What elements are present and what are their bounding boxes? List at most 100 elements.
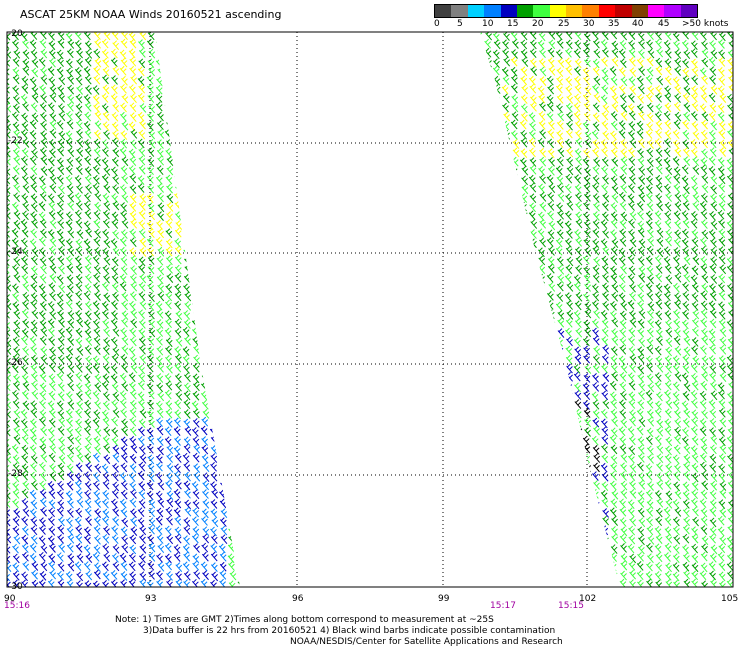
wind-barb: [700, 444, 708, 455]
wind-barb: [76, 317, 84, 328]
wind-barb: [228, 489, 236, 500]
wind-barb: [592, 525, 600, 536]
wind-barb: [13, 192, 20, 203]
wind-barb: [175, 85, 183, 96]
wind-barb: [637, 256, 645, 266]
wind-barb: [582, 67, 590, 77]
wind-barb: [20, 335, 28, 346]
wind-barb: [718, 201, 726, 211]
wind-barb: [512, 507, 520, 518]
wind-barb: [20, 418, 28, 429]
wind-barb: [85, 49, 93, 59]
wind-barb: [94, 426, 102, 437]
wind-barb: [229, 94, 236, 104]
wind-barb: [719, 580, 726, 587]
wind-barb: [74, 435, 82, 446]
wind-barb: [227, 147, 235, 158]
wind-barb: [58, 327, 65, 338]
wind-barb: [674, 463, 681, 474]
wind-barb: [610, 265, 617, 276]
wind-barb: [165, 480, 173, 490]
wind-barb: [628, 130, 635, 140]
wind-barb: [638, 273, 646, 283]
wind-barb: [128, 346, 136, 357]
wind-barb: [238, 570, 240, 581]
wind-barb: [701, 74, 708, 85]
wind-barb: [520, 389, 528, 400]
wind-barb: [555, 444, 563, 455]
wind-barb: [647, 274, 654, 285]
wind-barb: [592, 147, 599, 158]
wind-barb: [202, 526, 210, 537]
wind-barb: [512, 139, 520, 149]
legend-swatch: [549, 5, 566, 17]
wind-barb: [610, 229, 617, 239]
wind-barb: [211, 92, 219, 103]
wind-barb: [13, 534, 21, 545]
wind-barb: [539, 174, 546, 184]
wind-barb: [111, 534, 119, 545]
wind-barb: [121, 317, 128, 328]
wind-barb: [575, 155, 583, 166]
wind-barb: [237, 425, 240, 436]
wind-barb: [575, 138, 583, 148]
wind-barb: [175, 479, 182, 490]
wind-barb: [583, 517, 591, 528]
wind-barb: [664, 58, 672, 69]
wind-barb: [120, 445, 128, 455]
wind-barb: [12, 246, 20, 256]
lon-label-90e: 90: [4, 594, 16, 604]
wind-barb: [156, 165, 164, 175]
wind-barb: [191, 400, 199, 411]
wind-barb: [183, 480, 191, 491]
wind-barb: [537, 380, 545, 391]
wind-barb: [228, 453, 236, 463]
wind-barb: [628, 39, 635, 50]
wind-barb: [112, 481, 120, 492]
wind-barb: [121, 335, 129, 346]
wind-barb: [709, 40, 716, 50]
wind-barb: [656, 75, 664, 86]
wind-barb: [547, 201, 555, 211]
wind-barb: [164, 102, 172, 113]
wind-barb: [121, 120, 129, 131]
wind-barb: [493, 364, 501, 375]
wind-barb: [503, 300, 511, 310]
wind-barb: [174, 254, 182, 265]
wind-barb: [645, 255, 653, 266]
wind-barb: [494, 490, 502, 501]
wind-barb: [718, 282, 725, 293]
wind-barb: [699, 201, 707, 211]
wind-barb: [173, 426, 181, 436]
wind-barb: [166, 165, 174, 176]
wind-barb: [520, 533, 528, 544]
wind-barb: [84, 310, 92, 321]
wind-barb: [7, 300, 12, 311]
wind-barb: [103, 129, 110, 140]
wind-barb: [21, 255, 28, 266]
wind-barb: [618, 67, 626, 77]
wind-barb: [7, 281, 12, 292]
wind-barb: [611, 40, 619, 51]
wind-barb: [602, 344, 610, 355]
wind-barb: [521, 165, 529, 176]
wind-barb: [674, 49, 682, 59]
wind-barb: [726, 535, 733, 546]
wind-barb: [192, 373, 200, 384]
wind-barb: [529, 471, 537, 482]
wind-barb: [76, 553, 84, 564]
wind-barb: [620, 32, 628, 41]
wind-barb: [164, 542, 172, 553]
wind-barb: [672, 255, 680, 265]
wind-barb: [102, 490, 110, 500]
wind-barb: [620, 553, 628, 563]
wind-barb: [119, 273, 127, 284]
wind-barb: [31, 67, 39, 78]
wind-barb: [681, 372, 689, 383]
wind-barb: [138, 319, 146, 329]
wind-barb: [129, 416, 137, 427]
wind-barb: [539, 237, 546, 248]
wind-barb: [520, 318, 527, 329]
wind-barb: [148, 309, 155, 320]
wind-barb: [637, 93, 644, 104]
